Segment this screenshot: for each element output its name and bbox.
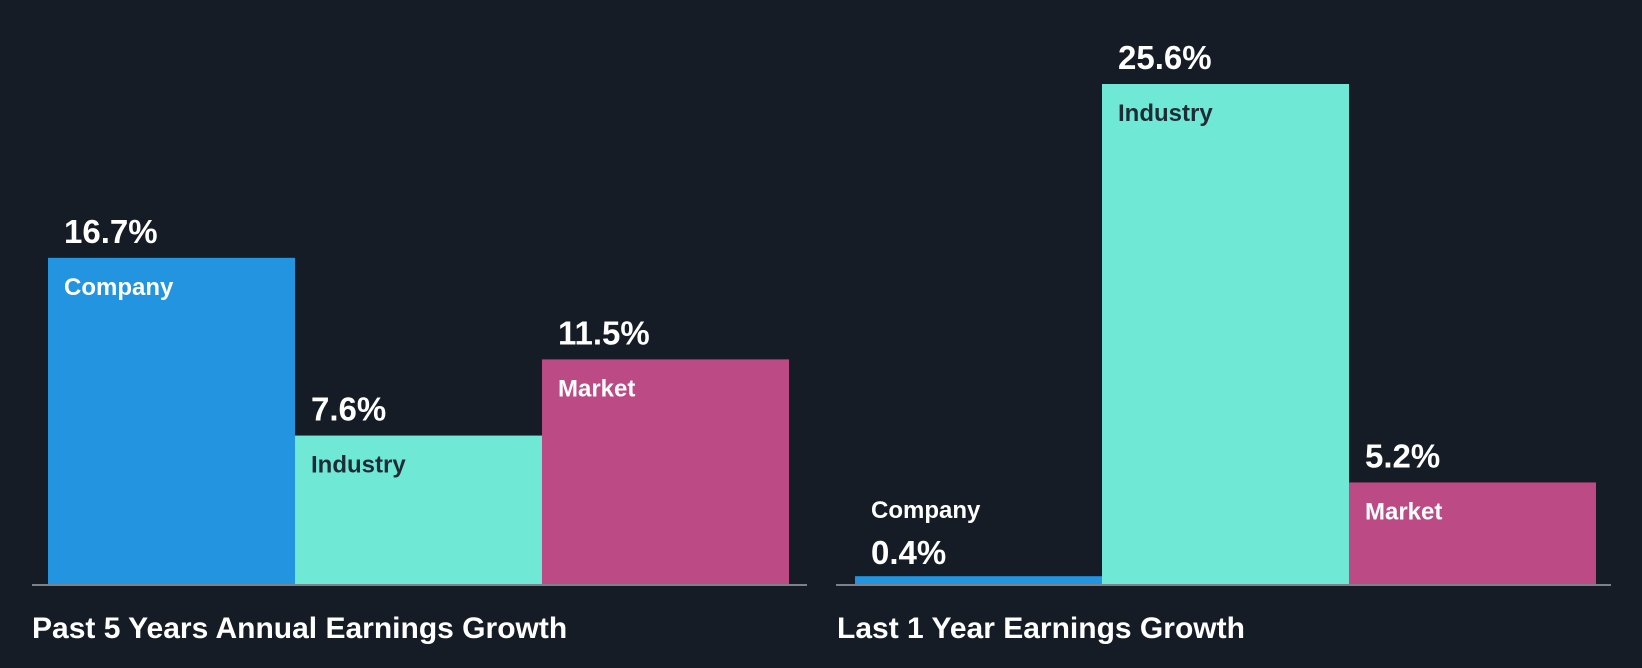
bar-past-5-years-company (48, 257, 295, 584)
value-label-past-5-years-market: 11.5% (558, 314, 650, 351)
value-label-past-5-years-industry: 7.6% (311, 391, 386, 428)
category-label-past-5-years-industry: Industry (311, 452, 406, 479)
bar-last-1-year-market (1349, 482, 1596, 584)
value-label-last-1-year-market: 5.2% (1365, 437, 1440, 474)
bar-last-1-year-company (855, 576, 1102, 584)
value-label-past-5-years-company: 16.7% (64, 213, 158, 250)
chart-title-last-1-year: Last 1 Year Earnings Growth (837, 612, 1245, 645)
bar-last-1-year-industry (1102, 84, 1349, 584)
category-label-last-1-year-industry: Industry (1118, 100, 1213, 127)
chart-title-past-5-years: Past 5 Years Annual Earnings Growth (32, 612, 567, 645)
category-label-past-5-years-market: Market (558, 375, 635, 402)
value-label-last-1-year-company: 0.4% (871, 534, 946, 571)
value-label-last-1-year-industry: 25.6% (1118, 39, 1212, 76)
bar-past-5-years-industry (295, 435, 542, 584)
category-label-last-1-year-market: Market (1365, 498, 1442, 525)
category-label-past-5-years-company: Company (64, 274, 174, 301)
bar-past-5-years-market (542, 359, 789, 584)
category-label-last-1-year-company: Company (871, 497, 981, 524)
